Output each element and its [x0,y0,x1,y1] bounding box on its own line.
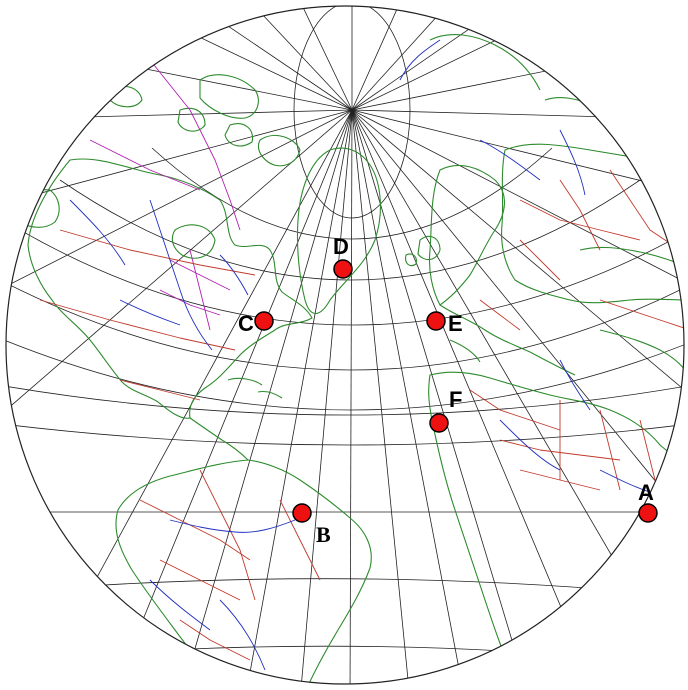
marker-F[interactable]: F [429,387,462,433]
marker-B[interactable]: B [292,503,331,547]
marker-A-label: A [638,480,654,505]
coastlines [9,34,684,684]
marker-A-dot[interactable] [638,503,658,523]
us-state-lines [89,59,241,331]
marker-D-dot[interactable] [333,259,353,279]
marker-C[interactable]: C [238,311,274,336]
marker-C-dot[interactable] [254,311,274,331]
marker-C-label: C [238,311,254,336]
marker-A[interactable]: A [638,480,658,523]
marker-F-dot[interactable] [429,413,449,433]
rivers [69,39,661,681]
globe-outline [5,5,685,685]
marker-B-dot[interactable] [292,503,312,523]
marker-E-dot[interactable] [426,311,446,331]
marker-B-label: B [316,522,331,547]
marker-E-label: E [448,311,463,336]
marker-F-label: F [449,387,462,412]
marker-D-label: D [333,234,349,259]
location-markers: A B C D E F [238,234,658,547]
marker-D[interactable]: D [333,234,353,279]
marker-E[interactable]: E [426,311,463,336]
